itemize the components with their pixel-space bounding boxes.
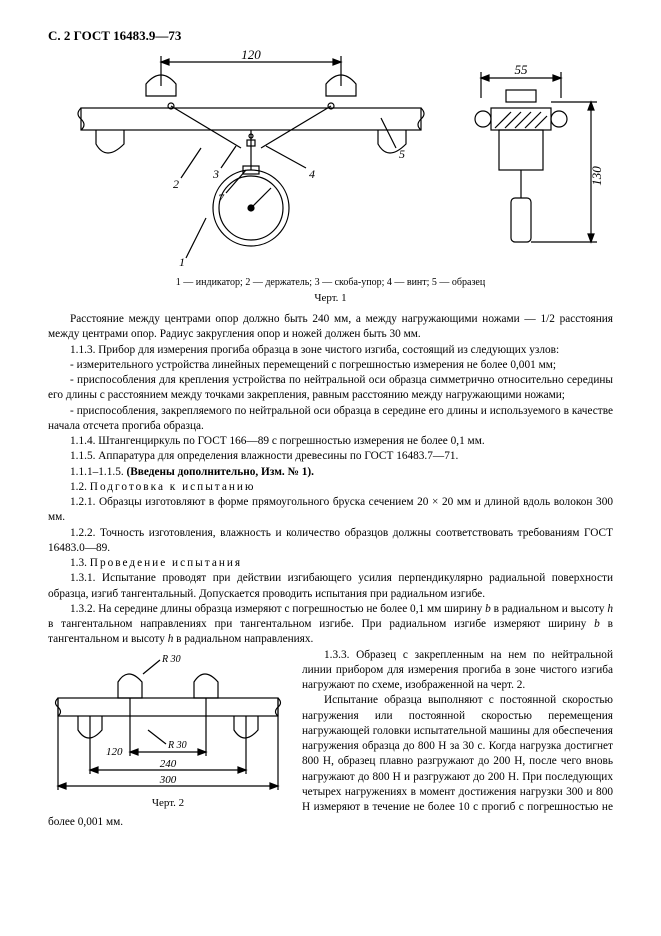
para-1: Расстояние между центрами опор должно бы…: [48, 312, 613, 343]
para-3: - измерительного устройства линейных пер…: [48, 358, 613, 373]
callout-2: 2: [173, 177, 179, 191]
para-8: 1.1.1–1.1.5. (Введены дополнительно, Изм…: [48, 465, 613, 480]
para-10: 1.2.1. Образцы изготовляют в форме прямо…: [48, 495, 613, 526]
para-11: 1.2.2. Точность изготовления, влажность …: [48, 526, 613, 557]
para-9: 1.2. Подготовка к испытанию: [48, 480, 613, 495]
dim-120b: 120: [106, 746, 123, 758]
figure-2-box: R 30 R 30 120: [48, 652, 288, 811]
figure-1: 120: [51, 48, 611, 273]
dim-130: 130: [589, 166, 604, 186]
callout-5: 5: [399, 147, 405, 161]
para-13: 1.3.1. Испытание проводят при действии и…: [48, 571, 613, 602]
para-6: 1.1.4. Штангенциркуль по ГОСТ 166—89 с п…: [48, 434, 613, 449]
dim-240: 240: [160, 758, 177, 770]
figure-1-legend: 1 — индикатор; 2 — держатель; 3 — скоба-…: [48, 277, 613, 288]
figure-2-caption: Черт. 2: [48, 796, 288, 811]
para-2: 1.1.3. Прибор для измерения прогиба обра…: [48, 343, 613, 358]
dim-120: 120: [241, 48, 261, 62]
figure-1-caption: Черт. 1: [48, 292, 613, 304]
r30-a: R 30: [161, 654, 181, 665]
page: С. 2 ГОСТ 16483.9—73 120: [0, 0, 661, 936]
dim-300: 300: [159, 774, 177, 786]
para-12: 1.3. Проведение испытания: [48, 556, 613, 571]
r30-b: R 30: [167, 740, 187, 751]
callout-1: 1: [179, 255, 185, 269]
figure-2: R 30 R 30 120: [48, 652, 288, 792]
para-5: - приспособления, закрепляемого по нейтр…: [48, 404, 613, 435]
para-7: 1.1.5. Аппаратура для определения влажно…: [48, 449, 613, 464]
body-text: Расстояние между центрами опор должно бы…: [48, 312, 613, 831]
page-header: С. 2 ГОСТ 16483.9—73: [48, 28, 613, 44]
para-14: 1.3.2. На середине длины образца измеряю…: [48, 602, 613, 648]
para-4: - приспособления для крепления устройств…: [48, 373, 613, 404]
dim-55: 55: [514, 62, 528, 77]
callout-4: 4: [309, 167, 315, 181]
callout-7: 7: [218, 191, 225, 205]
callout-3: 3: [212, 167, 219, 181]
